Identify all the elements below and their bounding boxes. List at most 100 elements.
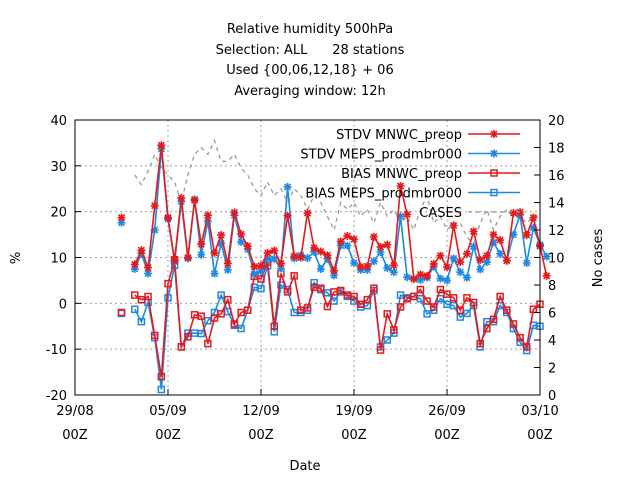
legend-entry: BIAS MEPS_prodmbr000 bbox=[305, 187, 520, 202]
data-point bbox=[243, 306, 252, 314]
series-bias-meps-prodmbr000 bbox=[117, 261, 544, 394]
data-point bbox=[469, 298, 478, 307]
data-point bbox=[370, 284, 378, 292]
data-point bbox=[296, 253, 305, 262]
data-point bbox=[157, 141, 166, 150]
data-point bbox=[117, 308, 126, 317]
data-point bbox=[509, 209, 518, 218]
data-point bbox=[456, 268, 465, 277]
x-tick-date-label: 29/08 bbox=[56, 404, 93, 419]
data-point bbox=[323, 251, 332, 260]
data-point bbox=[356, 300, 365, 308]
data-point bbox=[436, 274, 445, 283]
grid bbox=[75, 120, 540, 395]
y2-tick-label: 0 bbox=[548, 389, 556, 404]
data-point bbox=[183, 253, 192, 262]
data-point bbox=[376, 346, 385, 354]
data-point bbox=[449, 254, 458, 263]
data-point bbox=[204, 339, 212, 348]
x-tick-date-label: 26/09 bbox=[428, 404, 465, 419]
data-point bbox=[223, 259, 232, 268]
data-point bbox=[150, 226, 159, 234]
data-point bbox=[303, 304, 312, 312]
data-point bbox=[164, 279, 172, 288]
data-point bbox=[230, 320, 239, 328]
data-point bbox=[316, 247, 325, 256]
data-point bbox=[270, 322, 279, 330]
data-point bbox=[403, 210, 412, 219]
data-point bbox=[403, 273, 412, 282]
data-point bbox=[350, 292, 358, 301]
data-point bbox=[131, 305, 139, 314]
data-point bbox=[456, 258, 465, 267]
data-point bbox=[389, 268, 398, 277]
y2-tick-label: 2 bbox=[548, 362, 556, 377]
x-tick-date-label: 19/09 bbox=[335, 404, 372, 419]
series-layer bbox=[117, 138, 551, 394]
data-point bbox=[410, 292, 418, 301]
data-point bbox=[436, 285, 445, 294]
data-point bbox=[157, 385, 166, 394]
data-point bbox=[250, 270, 259, 278]
data-point bbox=[303, 253, 312, 262]
legend: STDV MNWC_preop STDV MEPS_prodmbr000 BIAS … bbox=[300, 128, 520, 221]
data-point bbox=[396, 182, 405, 190]
y2-tick-label: 6 bbox=[548, 307, 556, 322]
data-point bbox=[343, 231, 352, 240]
data-point bbox=[483, 324, 491, 333]
data-point bbox=[317, 284, 325, 292]
data-point bbox=[224, 295, 232, 304]
data-point bbox=[144, 263, 153, 272]
y2-tick-label: 14 bbox=[548, 197, 565, 212]
data-point bbox=[489, 238, 498, 247]
legend-entry: STDV MNWC_preop bbox=[336, 128, 520, 143]
data-point bbox=[270, 254, 279, 263]
data-point bbox=[170, 256, 179, 265]
data-point bbox=[316, 264, 325, 273]
data-point bbox=[164, 213, 172, 222]
data-point bbox=[203, 217, 212, 226]
data-point bbox=[276, 264, 285, 273]
data-point bbox=[390, 326, 398, 334]
data-point bbox=[396, 303, 405, 311]
data-point bbox=[310, 248, 319, 256]
y2-tick-label: 12 bbox=[548, 224, 565, 239]
legend-marker bbox=[490, 169, 498, 177]
data-point bbox=[449, 221, 458, 230]
data-point bbox=[117, 218, 126, 227]
y-axis-label: % bbox=[9, 252, 24, 264]
data-point bbox=[243, 242, 252, 251]
y-tick-label: 20 bbox=[50, 206, 67, 221]
data-point bbox=[443, 276, 451, 285]
data-point bbox=[263, 248, 272, 257]
data-point bbox=[456, 306, 465, 314]
data-point bbox=[396, 212, 405, 221]
data-point bbox=[416, 270, 425, 279]
legend-marker bbox=[490, 130, 498, 138]
data-point bbox=[217, 239, 226, 248]
data-point bbox=[516, 208, 525, 217]
data-point bbox=[217, 291, 225, 299]
data-point bbox=[130, 260, 139, 269]
data-point bbox=[522, 259, 531, 267]
data-point bbox=[469, 242, 478, 251]
data-point bbox=[290, 252, 299, 261]
data-point bbox=[237, 324, 245, 333]
y-tick-label: 10 bbox=[50, 252, 67, 267]
x-tick-hour-label: 00Z bbox=[527, 428, 553, 443]
data-point bbox=[383, 336, 391, 344]
data-point bbox=[277, 281, 285, 289]
data-point bbox=[276, 259, 285, 268]
data-point bbox=[363, 295, 372, 304]
y-tick-label: 40 bbox=[50, 114, 67, 129]
y2-tick-label: 10 bbox=[548, 252, 565, 267]
x-tick-hour-label: 00Z bbox=[248, 428, 274, 443]
data-point bbox=[429, 259, 438, 268]
data-point bbox=[177, 193, 186, 202]
series-line bbox=[134, 265, 541, 390]
y-tick-label: 0 bbox=[59, 297, 67, 312]
data-point bbox=[283, 182, 292, 191]
legend-label: BIAS MNWC_preop bbox=[341, 167, 462, 182]
data-point bbox=[197, 240, 206, 249]
